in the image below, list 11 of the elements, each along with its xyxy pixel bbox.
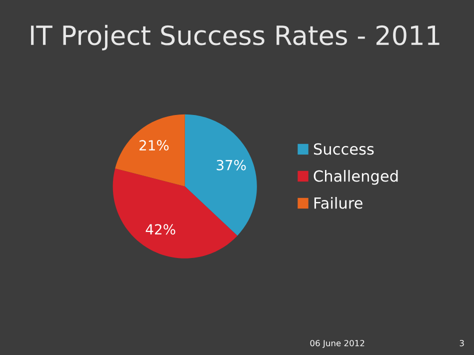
data-label: 42% bbox=[146, 224, 176, 235]
text: 3 bbox=[460, 340, 464, 346]
text: 06 June 2012 bbox=[310, 340, 364, 348]
legend-label: Challenged bbox=[314, 170, 398, 185]
pie-slice bbox=[115, 114, 185, 186]
data-label: 21% bbox=[140, 140, 169, 151]
pie-slice bbox=[184, 114, 257, 236]
legend-label: Success bbox=[314, 143, 374, 155]
legend-label: Failure bbox=[314, 196, 362, 209]
chart-title: IT Project Success Rates - 2011 bbox=[31, 24, 440, 50]
data-label: 37% bbox=[216, 160, 246, 170]
